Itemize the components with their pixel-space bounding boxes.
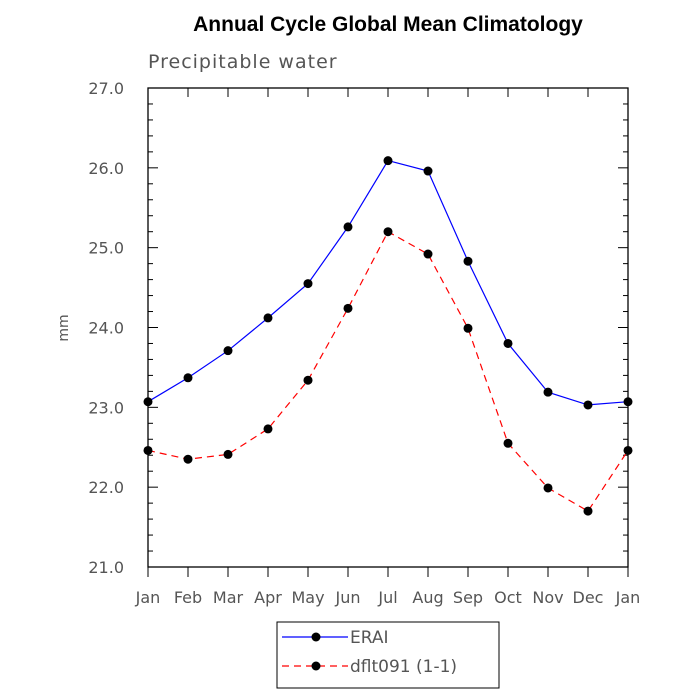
data-point-1 xyxy=(543,483,553,493)
data-point-1 xyxy=(223,449,233,459)
data-point-1 xyxy=(183,454,193,464)
data-point-0 xyxy=(183,373,193,383)
y-tick-label: 27.0 xyxy=(88,79,124,98)
x-tick-label: Nov xyxy=(532,588,563,607)
data-point-0 xyxy=(343,222,353,232)
x-tick-label: Oct xyxy=(494,588,522,607)
data-point-1 xyxy=(463,323,473,333)
x-tick-label: Jun xyxy=(335,588,361,607)
data-point-1 xyxy=(343,303,353,313)
data-point-0 xyxy=(383,156,393,166)
data-point-1 xyxy=(583,506,593,516)
y-axis-label: mm xyxy=(56,314,72,341)
series-lines xyxy=(143,156,633,516)
x-tick-label: Mar xyxy=(213,588,244,607)
data-point-0 xyxy=(223,346,233,356)
data-point-0 xyxy=(423,166,433,176)
x-tick-label: Jul xyxy=(377,588,397,607)
x-tick-label: Sep xyxy=(453,588,483,607)
y-tick-label: 22.0 xyxy=(88,478,124,497)
data-point-0 xyxy=(303,279,313,289)
data-point-1 xyxy=(503,438,513,448)
x-tick-label: Dec xyxy=(573,588,604,607)
series-line-1 xyxy=(147,230,629,512)
x-tick-labels: Jan Feb Mar Apr May Jun Jul Aug Sep Oct Nov Dec Jan xyxy=(135,588,641,607)
x-tick-label: Aug xyxy=(412,588,443,607)
chart-subtitle: Precipitable water xyxy=(148,51,338,73)
legend-label-erai: ERAI xyxy=(350,628,389,648)
series-line-0 xyxy=(147,159,629,406)
data-point-1 xyxy=(263,424,273,434)
legend-marker-erai xyxy=(311,632,321,642)
y-tick-label: 23.0 xyxy=(88,398,124,417)
data-point-0 xyxy=(543,387,553,397)
data-point-1 xyxy=(423,249,433,259)
chart-title: Annual Cycle Global Mean Climatology xyxy=(193,13,583,36)
x-tick-label: Feb xyxy=(174,588,202,607)
data-point-1 xyxy=(303,375,313,385)
legend: ERAI dflt091 (1-1) xyxy=(276,621,500,689)
y-tick-label: 26.0 xyxy=(88,159,124,178)
data-point-0 xyxy=(583,400,593,410)
x-tick-label: Jan xyxy=(615,588,641,607)
x-tick-label: Apr xyxy=(254,588,282,607)
data-point-0 xyxy=(263,313,273,323)
legend-label-dflt091: dflt091 (1-1) xyxy=(350,657,457,677)
data-point-1 xyxy=(383,227,393,237)
x-tick-label: Jan xyxy=(135,588,161,607)
y-tick-label: 25.0 xyxy=(88,239,124,258)
legend-marker-dflt091 xyxy=(311,661,321,671)
data-point-0 xyxy=(463,256,473,266)
y-tick-label: 24.0 xyxy=(88,319,124,338)
y-tick-labels: 21.0 22.0 23.0 24.0 25.0 26.0 27.0 xyxy=(88,79,124,577)
y-tick-label: 21.0 xyxy=(88,558,124,577)
data-point-0 xyxy=(503,338,513,348)
x-tick-label: May xyxy=(291,588,324,607)
plot-frame xyxy=(147,87,629,568)
